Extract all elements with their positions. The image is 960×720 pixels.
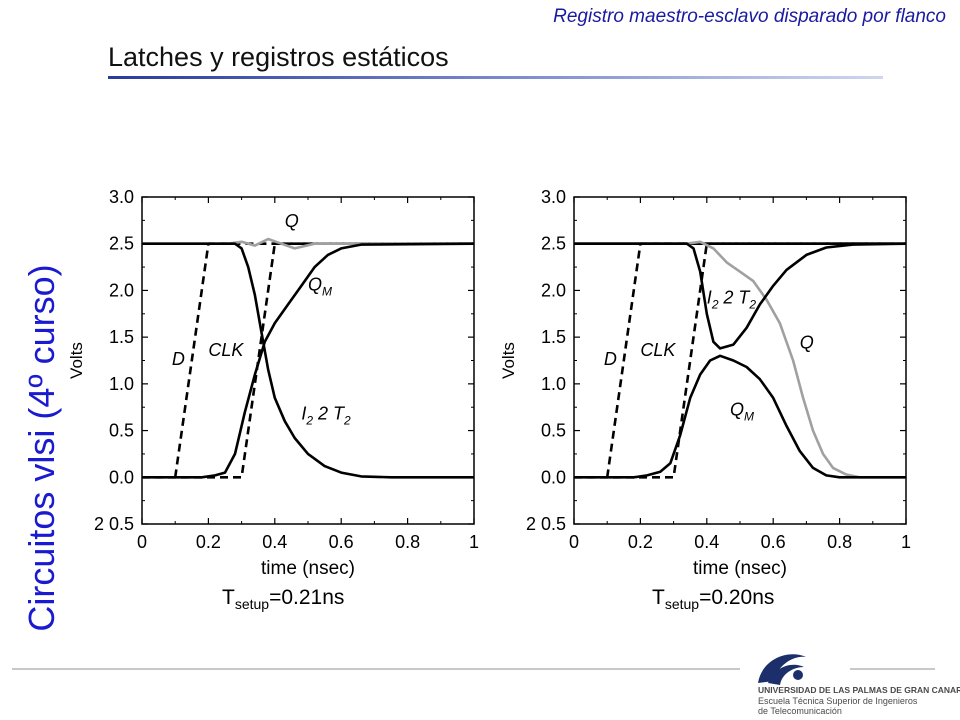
annotation-subscript: M	[744, 410, 754, 424]
y-tick-label: 2.5	[541, 234, 566, 254]
y-tick-label: 0.5	[541, 421, 566, 441]
y-tick-label: 2.5	[109, 234, 134, 254]
y-tick-label: 1.0	[109, 374, 134, 394]
x-tick-label: 0.6	[761, 532, 786, 552]
annotation-label: I2	[301, 403, 313, 427]
logo-text-line3: de Telecomunicación	[758, 706, 842, 716]
caption-t: T	[652, 586, 665, 609]
series-line-3	[142, 242, 475, 479]
series-line-4	[142, 242, 474, 479]
y-tick-label: 3.0	[541, 187, 566, 207]
caption-value: =0.20ns	[699, 586, 775, 609]
series-line-0	[173, 242, 474, 478]
x-tick-label: 0.2	[628, 532, 653, 552]
series-line-4	[574, 242, 907, 350]
y-tick-label: 0.5	[109, 421, 134, 441]
x-axis-label: time (nsec)	[261, 558, 355, 579]
annotation-label: I2	[707, 288, 719, 312]
x-tick-label: 0.2	[196, 532, 221, 552]
y-tick-label: 1.0	[541, 374, 566, 394]
x-axis-label: time (nsec)	[693, 558, 787, 579]
x-tick-label: 1	[901, 532, 911, 552]
annotation-subscript: 2	[305, 413, 313, 427]
y-axis-label: Volts	[499, 342, 518, 379]
x-tick-label: 1	[469, 532, 479, 552]
y-tick-label: 0.0	[109, 467, 134, 487]
setup-time-caption-right: Tsetup=0.20ns	[652, 586, 774, 612]
setup-time-caption-left: Tsetup=0.21ns	[222, 586, 344, 612]
series-line-5	[574, 354, 906, 479]
annotation-label: QM	[308, 274, 332, 298]
annotation-label: CLK	[208, 340, 244, 360]
chart-0: 0 0.2 0.4 0.6 0.8 1 2 0.5 0.0 0.5 1.0 1.5 2.0 2.5 3.0…	[67, 187, 479, 579]
page-title: Latches y registros estáticos	[108, 42, 449, 72]
caption-value: =0.21ns	[269, 586, 345, 609]
x-tick-label: 0	[569, 532, 579, 552]
y-tick-label: 2.0	[109, 280, 134, 300]
logo-text-line1: UNIVERSIDAD DE LAS PALMAS DE GRAN CANARI…	[758, 685, 960, 695]
annotation-label: CLK	[640, 340, 676, 360]
annotation-subscript: 2	[711, 298, 719, 312]
slide-caption: Registro maestro-esclavo disparado por f…	[553, 6, 946, 27]
annotation-subscript: 2	[343, 413, 351, 427]
y-tick-label: 1.5	[109, 327, 134, 347]
university-logo-icon	[758, 654, 806, 685]
annotation-label: 2 T2	[317, 403, 351, 427]
series-line-3	[574, 240, 906, 479]
y-tick-label: 2.0	[541, 280, 566, 300]
y-tick-label: 3.0	[109, 187, 134, 207]
caption-sub: setup	[664, 596, 700, 613]
title-underline	[108, 76, 883, 79]
x-tick-label: 0.8	[395, 532, 420, 552]
y-tick-label: 0.0	[541, 467, 566, 487]
x-tick-label: 0.6	[329, 532, 354, 552]
annotation-subscript: 2	[748, 298, 756, 312]
y-tick-label: 2 0.5	[94, 514, 134, 534]
annotation-label: QM	[730, 400, 754, 424]
annotation-subscript: M	[322, 284, 332, 298]
logo-text-line2: Escuela Técnica Superior de Ingenieros	[758, 696, 918, 706]
footer-rule-right	[850, 668, 935, 670]
x-tick-label: 0.4	[694, 532, 719, 552]
x-tick-label: 0	[137, 532, 147, 552]
annotation-label: Q	[285, 211, 299, 231]
y-tick-label: 1.5	[541, 327, 566, 347]
chart-1: 0 0.2 0.4 0.6 0.8 1 2 0.5 0.0 0.5 1.0 1.5 2.0 2.5 3.0…	[499, 187, 911, 579]
footer-rule	[12, 668, 740, 670]
x-tick-label: 0.4	[262, 532, 287, 552]
y-tick-label: 2 0.5	[526, 514, 566, 534]
caption-t: T	[222, 586, 235, 609]
annotation-label: D	[172, 349, 185, 369]
annotation-label: Q	[800, 332, 814, 352]
annotation-label: 2 T2	[722, 288, 756, 312]
x-tick-label: 0.8	[827, 532, 852, 552]
series-line-0	[605, 242, 906, 478]
caption-sub: setup	[234, 596, 270, 613]
annotation-label: D	[604, 349, 617, 369]
y-axis-label: Volts	[67, 342, 86, 379]
